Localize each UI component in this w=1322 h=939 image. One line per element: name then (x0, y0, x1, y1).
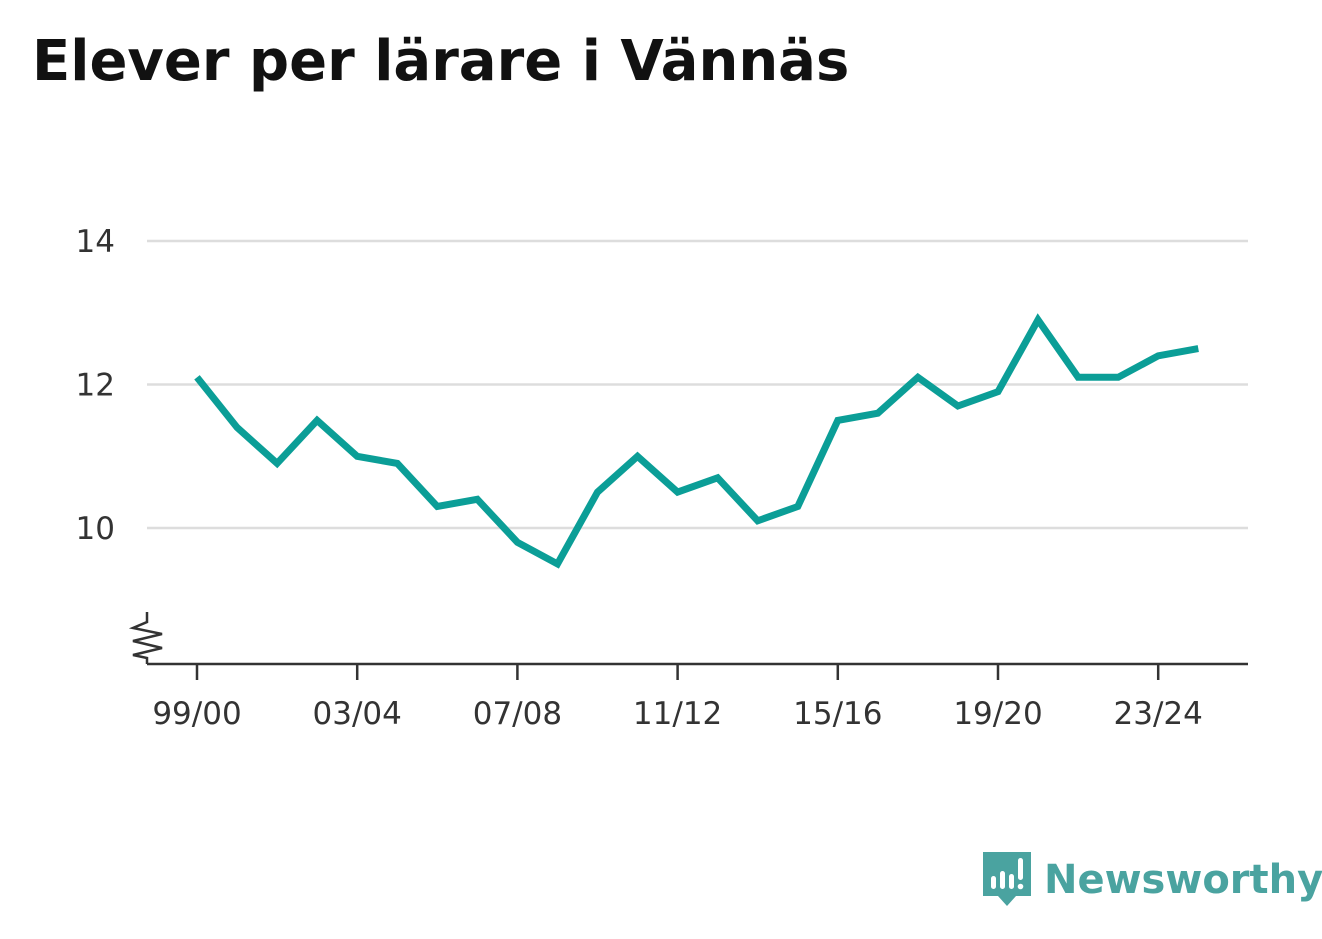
series-layer (194, 313, 1199, 569)
y-tick-labels: 10 12 14 (76, 224, 115, 547)
x-tick-label: 07/08 (473, 696, 562, 732)
brand-logo[interactable]: Newsworthy (980, 850, 1322, 910)
brand-name: Newsworthy (1044, 857, 1322, 903)
x-tick-label: 99/00 (152, 696, 241, 732)
y-tick-label: 10 (76, 511, 115, 547)
y-tick-label: 12 (76, 368, 115, 404)
page-title: Elever per lärare i Vännäs (32, 29, 850, 94)
x-tick-label: 19/20 (953, 696, 1042, 732)
x-tick-label: 15/16 (793, 696, 882, 732)
x-tick-labels: 99/00 03/04 07/08 11/12 15/16 19/20 23/24 (152, 664, 1203, 732)
grid-lines (147, 239, 1248, 530)
series-line-0 (194, 313, 1199, 569)
newsworthy-logo-icon (983, 852, 1031, 906)
x-tick-label: 03/04 (313, 696, 402, 732)
x-tick-label: 23/24 (1114, 696, 1203, 732)
x-tick-label: 11/12 (633, 696, 722, 732)
axis-break-icon (128, 612, 163, 664)
y-tick-label: 14 (76, 224, 115, 260)
x-axis (128, 612, 1248, 666)
